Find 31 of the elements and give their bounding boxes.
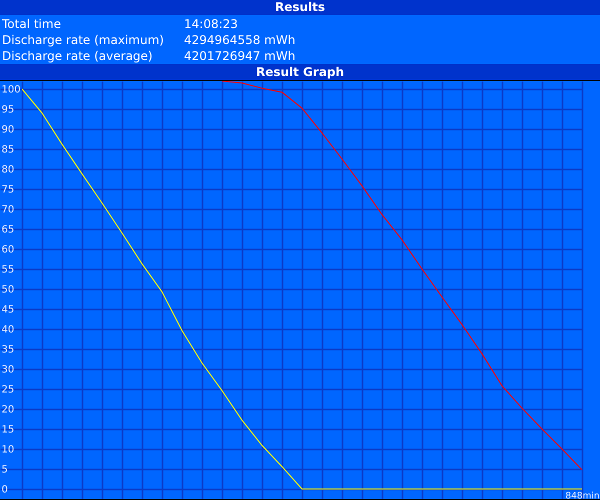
- y-tick-label: 25: [2, 384, 14, 396]
- text: 4201726947 mWh: [184, 48, 296, 64]
- y-tick-label: 50: [2, 284, 14, 296]
- y-tick-label: 90: [2, 124, 14, 136]
- text: 14:08:23: [184, 16, 238, 32]
- y-tick-label: 45: [2, 304, 14, 316]
- y-tick-label: 35: [2, 344, 14, 356]
- y-tick-label: 55: [2, 264, 14, 276]
- text: Results: [0, 0, 600, 15]
- y-tick-label: 10: [2, 444, 14, 456]
- y-tick-label: 65: [2, 224, 14, 236]
- y-tick-label: 95: [2, 104, 14, 116]
- y-tick-label: 70: [2, 204, 14, 216]
- y-tick-label: 40: [2, 324, 14, 336]
- y-tick-label: 20: [2, 404, 14, 416]
- chart-title: Result Graph: [0, 64, 600, 80]
- y-tick-label: 0: [2, 484, 8, 496]
- y-tick-label: 85: [2, 144, 14, 156]
- y-tick-label: 60: [2, 244, 14, 256]
- y-tick-label: 80: [2, 164, 14, 176]
- y-tick-label: 30: [2, 364, 14, 376]
- x-tick-label: 848min: [565, 492, 600, 500]
- text: 4294964558 mWh: [184, 32, 296, 48]
- text: Discharge rate (average): [1, 48, 154, 64]
- line-series: [222, 81, 582, 470]
- text: Total time: [1, 16, 62, 32]
- y-tick-label: 75: [2, 184, 14, 196]
- y-tick-label: 5: [2, 464, 8, 476]
- text: Discharge rate (maximum): [1, 32, 165, 48]
- y-tick-label: 100: [2, 84, 21, 96]
- y-tick-label: 15: [2, 424, 14, 436]
